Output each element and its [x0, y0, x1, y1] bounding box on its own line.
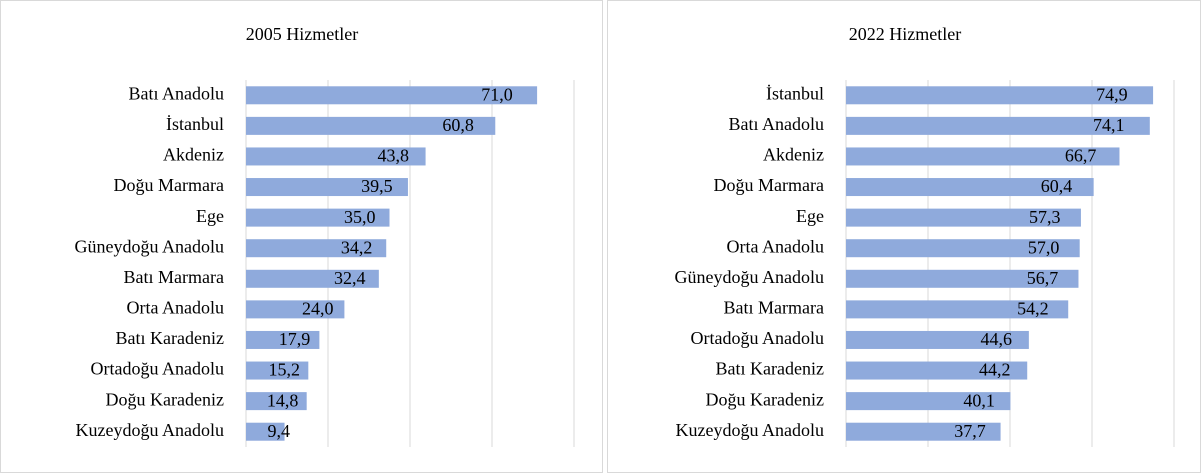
bar — [846, 392, 1011, 411]
y-tick-label: Doğu Karadeniz — [706, 389, 824, 409]
value-label: 60,8 — [442, 115, 474, 135]
y-tick-label: Kuzeydoğu Anadolu — [676, 420, 824, 440]
bar — [246, 422, 285, 441]
value-label: 15,2 — [268, 360, 300, 380]
bar — [846, 361, 1028, 380]
value-label: 43,8 — [378, 146, 410, 166]
y-tick-label: Akdeniz — [163, 145, 224, 165]
value-label: 44,2 — [979, 360, 1011, 380]
y-tick-label: Ortadoğu Anadolu — [91, 359, 224, 379]
value-label: 57,0 — [1028, 237, 1060, 257]
bar — [246, 86, 538, 105]
value-label: 57,3 — [1029, 207, 1061, 227]
value-label: 9,4 — [268, 421, 291, 441]
bar — [846, 208, 1081, 227]
value-label: 60,4 — [1041, 176, 1073, 196]
y-tick-label: Orta Anadolu — [727, 236, 824, 256]
value-label: 14,8 — [267, 390, 299, 410]
bar — [246, 239, 387, 258]
bar — [246, 269, 379, 288]
value-label: 37,7 — [954, 421, 986, 441]
value-label: 32,4 — [334, 268, 366, 288]
bar — [846, 147, 1120, 166]
y-tick-label: İstanbul — [166, 114, 224, 134]
value-label: 56,7 — [1027, 268, 1059, 288]
value-label: 39,5 — [361, 176, 393, 196]
y-tick-label: İstanbul — [766, 83, 824, 103]
bar — [846, 300, 1069, 319]
bar — [846, 86, 1154, 105]
y-tick-label: Doğu Marmara — [714, 175, 824, 195]
value-label: 74,1 — [1093, 115, 1125, 135]
value-label: 34,2 — [341, 237, 373, 257]
bar — [246, 392, 307, 411]
value-label: 74,9 — [1096, 84, 1128, 104]
bar — [846, 269, 1079, 288]
y-tick-label: Ortadoğu Anadolu — [691, 328, 824, 348]
bar — [246, 300, 345, 319]
y-tick-label: Doğu Karadeniz — [106, 389, 224, 409]
y-tick-label: Güneydoğu Anadolu — [675, 267, 824, 287]
y-tick-label: Batı Marmara — [124, 267, 224, 287]
chart-title: 2022 Hizmetler — [849, 24, 961, 44]
bar — [246, 147, 426, 166]
y-tick-label: Kuzeydoğu Anadolu — [76, 420, 224, 440]
value-label: 24,0 — [302, 299, 334, 319]
y-tick-label: Orta Anadolu — [127, 298, 224, 318]
y-tick-label: Batı Anadolu — [729, 114, 825, 134]
value-label: 35,0 — [344, 207, 376, 227]
y-tick-label: Ege — [796, 206, 824, 226]
bar — [846, 239, 1080, 258]
y-tick-label: Ege — [196, 206, 224, 226]
y-tick-label: Akdeniz — [763, 145, 824, 165]
bar — [846, 116, 1150, 135]
bar — [846, 422, 1001, 441]
bar — [846, 178, 1094, 197]
bar — [846, 330, 1029, 349]
y-tick-label: Batı Marmara — [724, 298, 824, 318]
y-tick-label: Doğu Marmara — [114, 175, 224, 195]
y-tick-label: Batı Anadolu — [129, 83, 225, 103]
bar — [246, 361, 309, 380]
y-tick-label: Güneydoğu Anadolu — [75, 236, 224, 256]
value-label: 66,7 — [1065, 146, 1097, 166]
bar — [246, 208, 390, 227]
bar — [246, 116, 496, 135]
value-label: 44,6 — [981, 329, 1013, 349]
value-label: 71,0 — [481, 84, 513, 104]
value-label: 40,1 — [963, 390, 995, 410]
y-tick-label: Batı Karadeniz — [716, 359, 824, 379]
bar — [246, 178, 408, 197]
chart-title: 2005 Hizmetler — [246, 24, 358, 44]
value-label: 54,2 — [1017, 299, 1049, 319]
value-label: 17,9 — [279, 329, 311, 349]
y-tick-label: Batı Karadeniz — [116, 328, 224, 348]
bar — [246, 330, 320, 349]
